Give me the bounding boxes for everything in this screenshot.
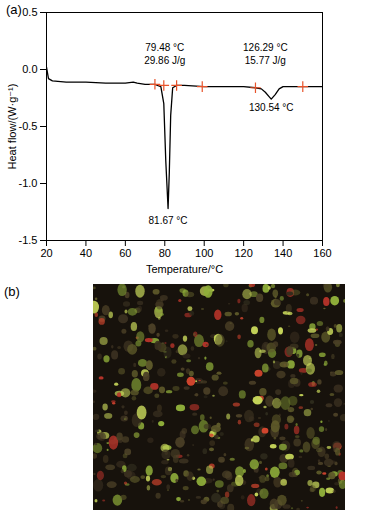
html-text:(b): (b) bbox=[4, 284, 20, 299]
svg-text:-1.5: -1.5 bbox=[19, 234, 38, 246]
svg-text:Heat flow/(W·g⁻¹): Heat flow/(W·g⁻¹) bbox=[6, 84, 18, 170]
svg-text:126.29 °C: 126.29 °C bbox=[243, 42, 288, 53]
svg-text:60: 60 bbox=[119, 247, 131, 259]
svg-text:29.86 J/g: 29.86 J/g bbox=[144, 55, 185, 66]
svg-text:80: 80 bbox=[159, 247, 171, 259]
svg-text:79.48 °C: 79.48 °C bbox=[145, 42, 184, 53]
svg-text:40: 40 bbox=[80, 247, 92, 259]
svg-text:0.0: 0.0 bbox=[22, 63, 37, 75]
svg-text:81.67 °C: 81.67 °C bbox=[149, 215, 188, 226]
svg-text:140: 140 bbox=[274, 247, 292, 259]
svg-text:-1.0: -1.0 bbox=[19, 177, 38, 189]
svg-text:15.77 J/g: 15.77 J/g bbox=[245, 55, 286, 66]
svg-text:160: 160 bbox=[313, 247, 331, 259]
svg-text:-0.5: -0.5 bbox=[19, 120, 38, 132]
svg-text:Temperature/°C: Temperature/°C bbox=[146, 263, 223, 275]
svg-text:0.5: 0.5 bbox=[22, 6, 37, 18]
html-text:(a): (a) bbox=[6, 2, 22, 17]
svg-text:130.54 °C: 130.54 °C bbox=[249, 102, 294, 113]
svg-text:20: 20 bbox=[40, 247, 52, 259]
svg-text:100: 100 bbox=[195, 247, 213, 259]
svg-text:120: 120 bbox=[234, 247, 252, 259]
